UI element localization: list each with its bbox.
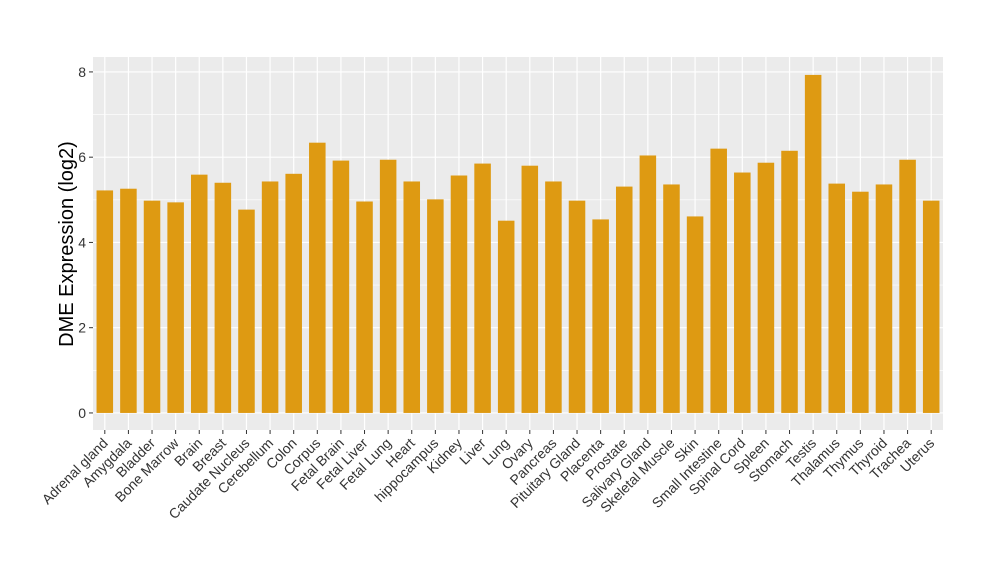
- bar: [214, 182, 232, 413]
- bar: [828, 183, 846, 413]
- y-tick-label: 0: [78, 405, 86, 421]
- y-tick-label: 6: [78, 149, 86, 165]
- bar: [356, 201, 373, 413]
- bar: [757, 162, 775, 413]
- bar: [922, 200, 940, 413]
- bar: [663, 184, 680, 413]
- bar: [615, 186, 633, 413]
- bar: [285, 173, 302, 413]
- bar: [568, 200, 586, 413]
- bar: [474, 163, 491, 413]
- bar: [450, 175, 468, 413]
- bar: [521, 165, 539, 413]
- bar: [781, 150, 798, 413]
- bar: [143, 200, 161, 413]
- bar: [592, 219, 609, 413]
- bar: [96, 190, 114, 413]
- bar: [403, 181, 421, 413]
- bar: [497, 220, 515, 413]
- y-axis-label: DME Expression (log2): [56, 141, 78, 347]
- bar: [427, 199, 444, 413]
- bar: [734, 172, 751, 413]
- plot-panel: [93, 57, 943, 430]
- bar: [899, 159, 916, 413]
- bar: [686, 216, 704, 413]
- y-tick-label: 2: [78, 320, 86, 336]
- bar: [120, 188, 137, 413]
- y-tick-label: 8: [78, 64, 86, 80]
- bar: [309, 142, 326, 413]
- bar: [379, 159, 397, 413]
- bar: [545, 181, 562, 413]
- bar: [332, 160, 350, 413]
- bar: [804, 74, 822, 413]
- bar: [710, 148, 727, 413]
- bar: [875, 184, 893, 413]
- bar: [261, 181, 279, 413]
- bar: [190, 174, 208, 413]
- bar: [639, 155, 657, 413]
- bar: [852, 191, 869, 413]
- y-tick-label: 4: [78, 234, 86, 250]
- bar: [167, 202, 184, 413]
- bar: [238, 209, 255, 413]
